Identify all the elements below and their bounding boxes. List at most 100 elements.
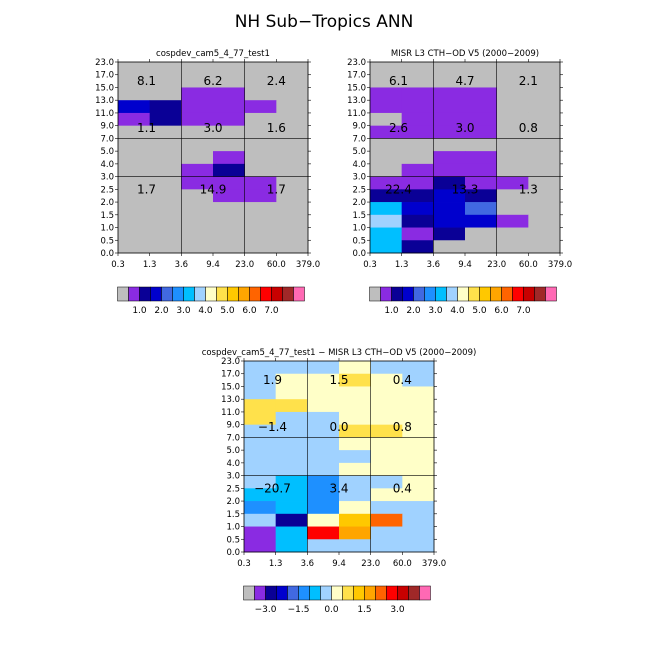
heatmap-cell (370, 100, 403, 114)
heatmap-cell (244, 411, 277, 426)
heatmap-cell (401, 163, 434, 177)
heatmap-cell (276, 227, 309, 241)
y-tick-label: 11.0 (95, 109, 114, 119)
x-tick-label: 9.4 (458, 260, 472, 270)
heatmap-cell (370, 411, 403, 426)
heatmap-cell (244, 399, 277, 413)
heatmap-cell (402, 539, 435, 553)
heatmap-cell (244, 386, 277, 400)
heatmap-cell (370, 399, 403, 413)
y-tick-label: 2.0 (100, 198, 114, 208)
heatmap-cell (275, 373, 308, 387)
heatmap-cell (528, 189, 561, 203)
colorbar-swatch (287, 585, 299, 601)
heatmap-cell (244, 373, 277, 387)
x-tick-label: 1.3 (395, 260, 409, 270)
heatmap-cell (370, 87, 403, 101)
heatmap-cell (496, 202, 529, 216)
heatmap-cell (275, 424, 308, 438)
y-tick-label: 17.0 (95, 71, 114, 81)
heatmap-cell (244, 437, 277, 451)
heatmap-cell (244, 240, 277, 254)
y-tick-label: 11.0 (221, 408, 240, 418)
heatmap-cell (402, 513, 435, 527)
heatmap-cell (528, 227, 561, 241)
heatmap-cell (528, 202, 561, 216)
heatmap-cell (370, 501, 403, 515)
heatmap-cell (401, 202, 434, 216)
box-mean-label: 1.7 (267, 182, 286, 196)
heatmap-cell (276, 62, 309, 76)
heatmap-cell (244, 100, 277, 114)
heatmap-cell (149, 176, 182, 190)
heatmap-cell (496, 163, 529, 177)
heatmap-cell (433, 176, 466, 190)
heatmap-cell (213, 74, 246, 88)
heatmap-cell (433, 138, 466, 152)
colorbar-swatch (353, 585, 365, 601)
heatmap-cell (402, 399, 435, 413)
y-tick-label: 2.5 (226, 484, 240, 494)
y-tick-label: 1.0 (226, 523, 240, 533)
heatmap-cell (402, 437, 435, 451)
heatmap-cell (433, 189, 466, 203)
y-tick-label: 5.0 (226, 446, 240, 456)
heatmap-cell (244, 501, 277, 515)
heatmap-cell (275, 501, 308, 515)
heatmap-cell (465, 176, 498, 190)
heatmap-cell (275, 475, 308, 489)
colorbar-swatch (161, 286, 173, 302)
colorbar-swatch (468, 286, 480, 302)
colorbar-swatch (342, 585, 354, 601)
heatmap-cell (401, 151, 434, 165)
heatmap-cell (402, 411, 435, 426)
y-tick-label: 5.0 (352, 147, 366, 157)
heatmap-cell (244, 526, 277, 540)
heatmap-cell (307, 450, 340, 464)
panel-title: MISR L3 CTH−OD V5 (2000−2009) (391, 49, 539, 59)
heatmap-cell (118, 125, 151, 139)
heatmap-cell (149, 202, 182, 216)
colorbar-swatch (435, 286, 447, 302)
heatmap-cell (370, 386, 403, 400)
heatmap-cell (339, 450, 372, 464)
panel-title: cospdev_cam5_4_77_test1 − MISR L3 CTH−OD… (202, 348, 477, 358)
heatmap-cell (528, 100, 561, 114)
heatmap-cell (307, 386, 340, 400)
x-tick-label: 23.0 (487, 260, 506, 270)
y-tick-label: 7.0 (352, 134, 366, 144)
box-mean-label: 3.0 (455, 121, 474, 135)
y-tick-label: 4.0 (226, 459, 240, 469)
colorbar-swatch (545, 286, 557, 302)
heatmap-cell (181, 202, 214, 216)
heatmap-cell (370, 202, 403, 216)
heatmap-cell (244, 176, 277, 190)
colorbar-label: −1.5 (288, 605, 310, 615)
colorbar-label: 4.0 (198, 306, 213, 316)
colorbar-swatch (419, 585, 431, 601)
heatmap-cell (213, 112, 246, 127)
colorbar-swatch (243, 585, 255, 601)
y-tick-label: 9.0 (226, 421, 240, 431)
heatmap-cell (496, 227, 529, 241)
heatmap-cell (370, 526, 403, 540)
heatmap-cell (402, 361, 435, 375)
x-tick-label: 3.6 (175, 260, 189, 270)
y-tick-label: 3.0 (100, 173, 114, 183)
heatmap-cell (528, 138, 561, 152)
colorbar-label: 1.0 (132, 306, 147, 316)
heatmap-cell (244, 227, 277, 241)
colorbar-swatch (205, 286, 217, 302)
heatmap-cell (528, 74, 561, 88)
colorbar-swatch (413, 286, 425, 302)
heatmap-cell (370, 462, 403, 476)
colorbar-swatch (117, 286, 129, 302)
heatmap-cell (244, 163, 277, 177)
colorbar-label: 0.0 (324, 605, 339, 615)
x-tick-label: 60.0 (519, 260, 538, 270)
heatmap-cell (275, 539, 308, 553)
heatmap-cell (118, 214, 151, 228)
x-tick-label: 0.3 (111, 260, 125, 270)
heatmap-cell (181, 138, 214, 152)
